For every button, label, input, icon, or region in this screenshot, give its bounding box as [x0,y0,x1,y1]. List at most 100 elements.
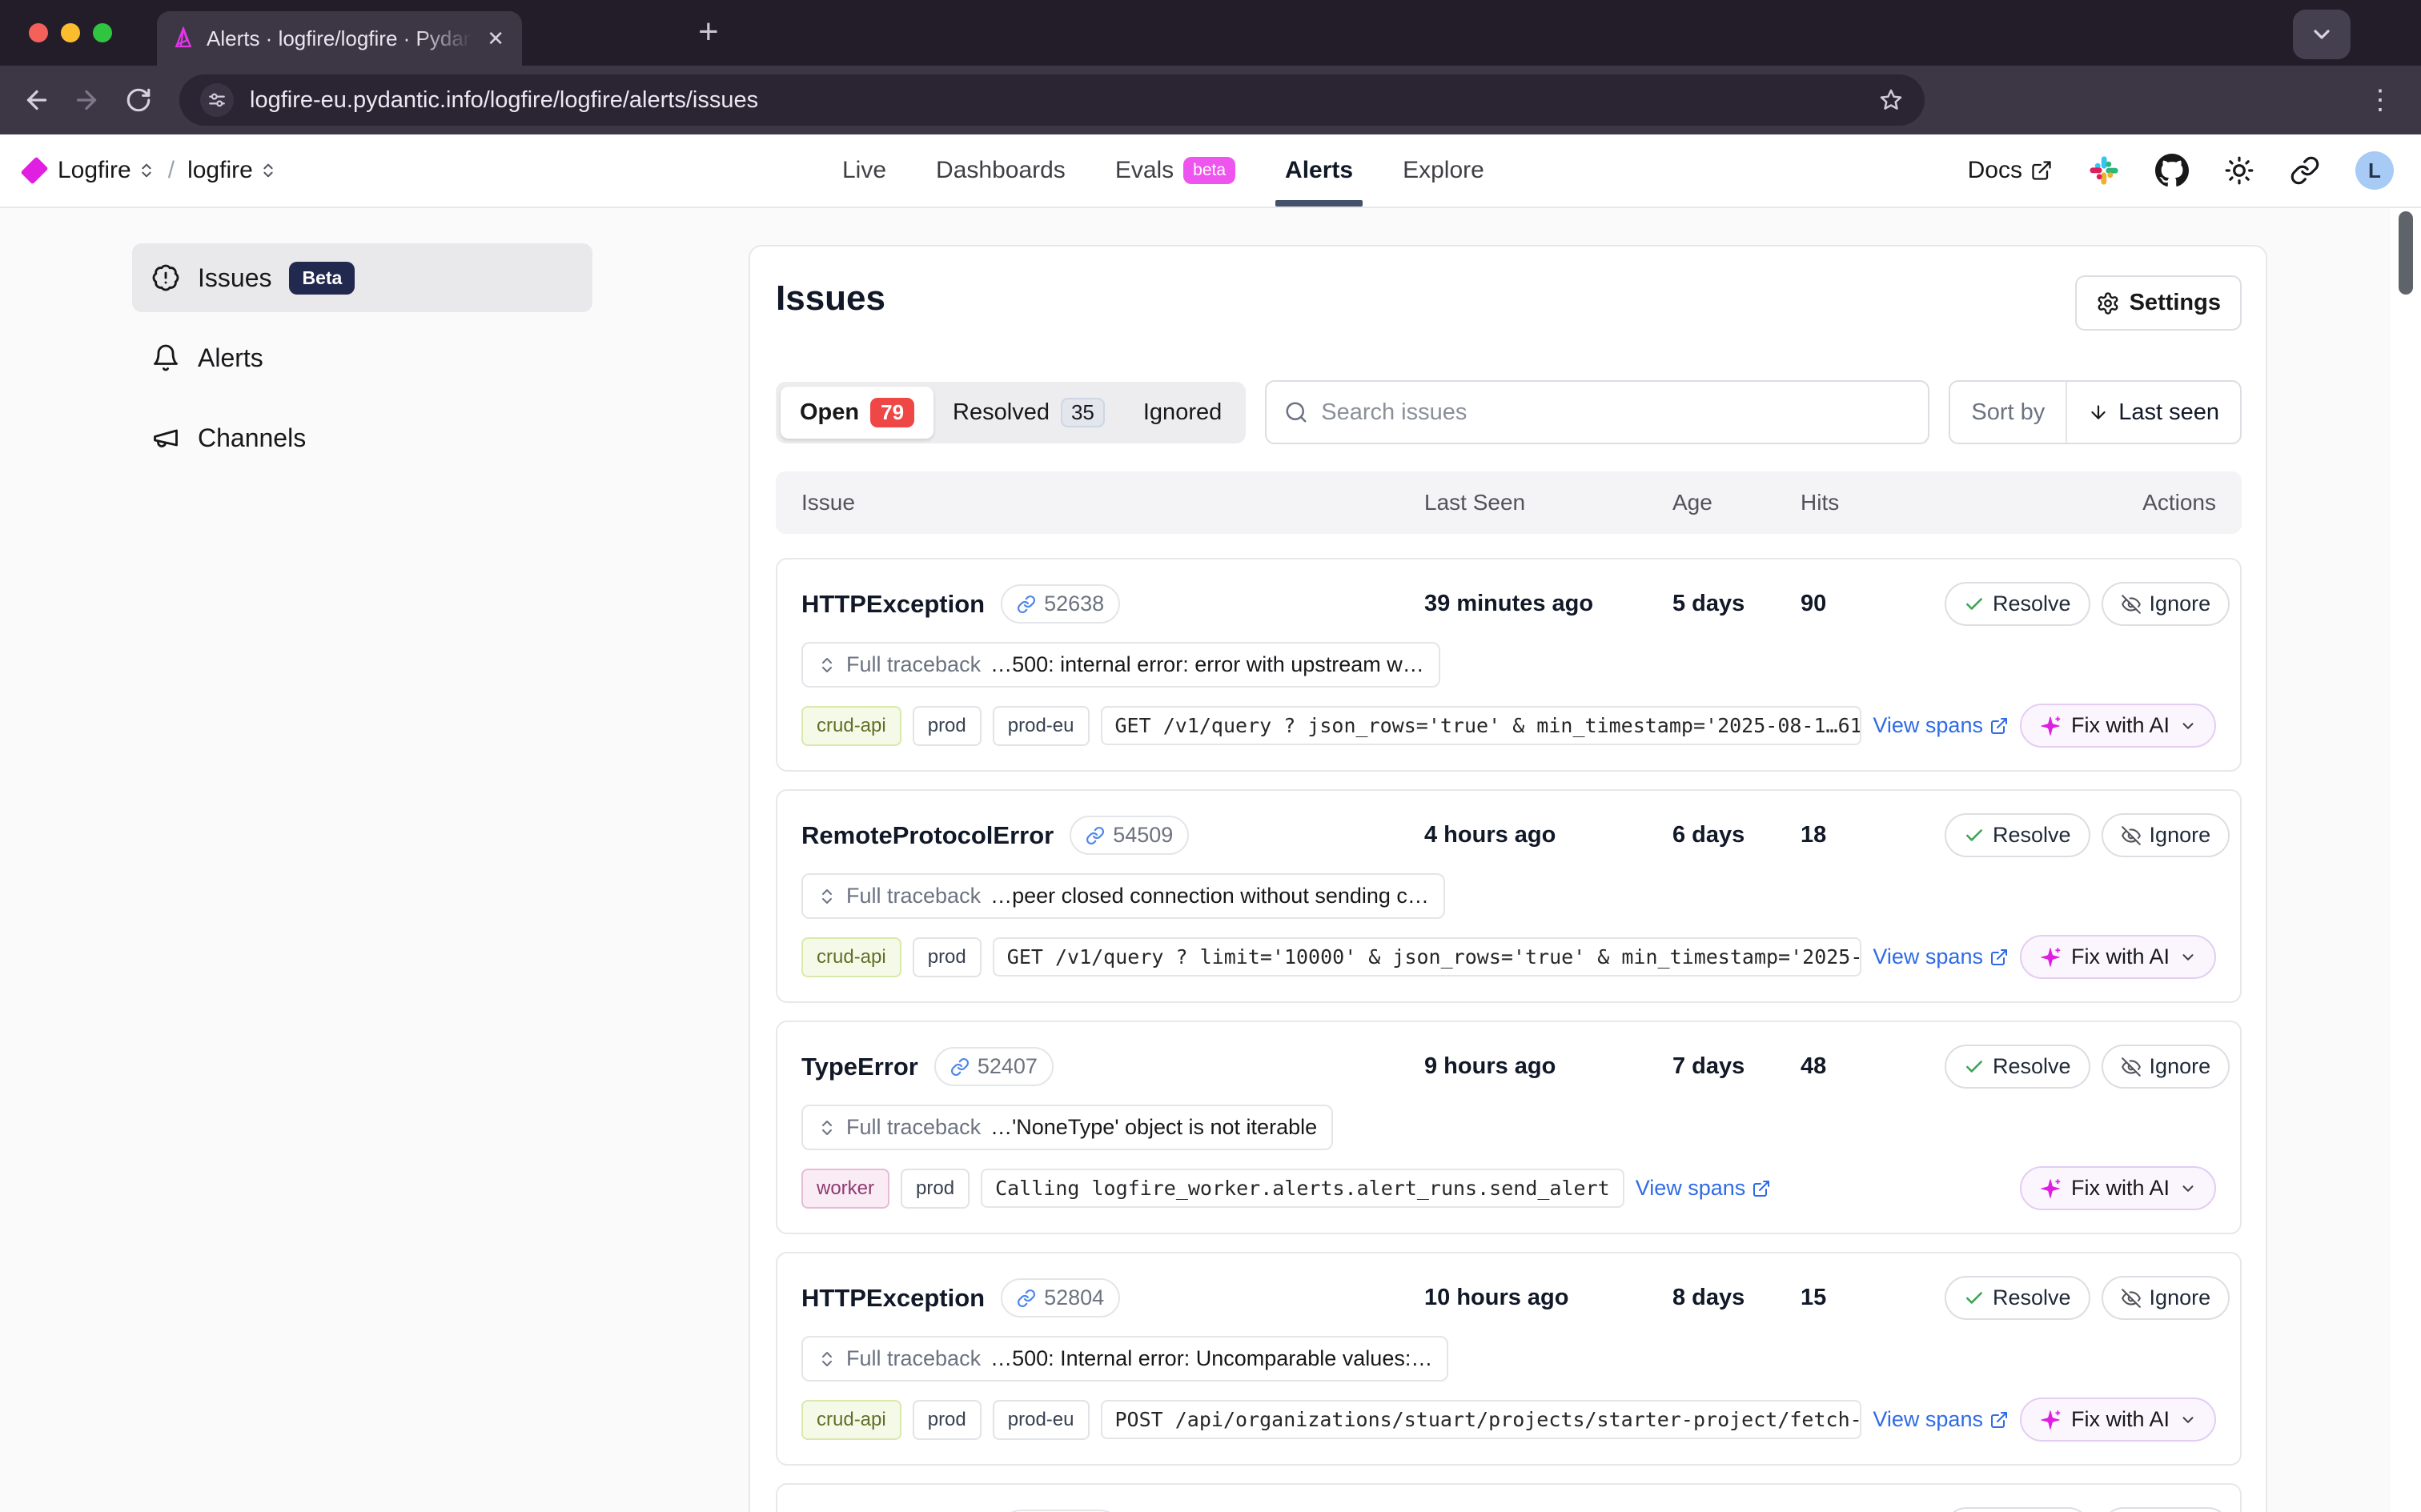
user-avatar[interactable]: L [2355,151,2394,190]
minimize-window-button[interactable] [61,23,80,42]
issue-id-link[interactable]: 52638 [1001,584,1121,624]
issue-id: 54509 [1113,823,1174,847]
chevron-down-icon [2179,949,2197,966]
browser-menu-icon[interactable]: ⋮ [2367,85,2394,115]
tab-search-chevron-icon[interactable] [2293,10,2351,59]
back-icon[interactable] [22,86,51,114]
eye-off-icon [2121,1288,2142,1309]
issue-id-link[interactable]: 52804 [1001,1278,1121,1317]
traceback-message: …'NoneType' object is not iterable [990,1115,1318,1139]
nav-explore[interactable]: Explore [1403,157,1484,183]
issue-age: 6 days [1672,822,1745,848]
sort-control: Sort by Last seen [1949,380,2242,444]
resolve-button[interactable]: Resolve [1945,1276,2090,1320]
nav-alerts[interactable]: Alerts [1275,134,1363,207]
org-selector[interactable]: Logfire [58,157,155,184]
close-window-button[interactable] [29,23,48,42]
project-selector[interactable]: logfire [187,157,277,184]
ignore-button[interactable]: Ignore [2101,1276,2230,1320]
chevrons-up-down-icon [138,162,155,179]
resolve-button[interactable]: Resolve [1945,1507,2090,1512]
nav-live[interactable]: Live [842,157,887,183]
badge-alert-icon [151,263,180,292]
docs-link[interactable]: Docs [1968,157,2053,184]
external-link-icon [1990,949,2007,965]
bookmark-star-icon[interactable] [1878,87,1904,113]
reload-icon[interactable] [125,86,152,114]
scrollbar-track[interactable] [2391,208,2421,1512]
chevrons-up-down-icon [259,162,277,179]
issue-id-link[interactable]: 54509 [1070,816,1190,855]
window-controls [29,23,112,42]
view-spans-link[interactable]: View spans [1873,944,2009,969]
new-tab-button[interactable]: + [698,12,719,51]
traceback-message: …500: internal error: error with upstrea… [990,652,1424,676]
bell-icon [151,343,180,372]
traceback-chip[interactable]: Full traceback …peer closed connection w… [801,873,1445,919]
chevron-down-icon [2179,1180,2197,1197]
site-settings-icon[interactable] [200,83,234,117]
url-text[interactable]: logfire-eu.pydantic.info/logfire/logfire… [250,86,759,113]
filter-open[interactable]: Open 79 [781,386,934,439]
ignore-button[interactable]: Ignore [2101,1507,2230,1512]
page-title: Issues [776,279,885,318]
issues-list: HTTPException 52638 39 minutes ago 5 day… [776,558,2242,1512]
nav-dashboards[interactable]: Dashboards [936,157,1066,183]
filter-resolved[interactable]: Resolved 35 [933,387,1124,439]
traceback-chip[interactable]: Full traceback …500: Internal error: Unc… [801,1336,1449,1382]
tab-close-icon[interactable]: ✕ [487,26,504,50]
filter-ignored[interactable]: Ignored [1142,399,1223,425]
nav-evals[interactable]: Evals beta [1115,134,1236,207]
sidebar-item-channels[interactable]: Channels [132,403,592,472]
view-spans-link[interactable]: View spans [1636,1176,1772,1201]
address-bar[interactable]: logfire-eu.pydantic.info/logfire/logfire… [179,74,1925,126]
fix-with-ai-button[interactable]: Fix with AI [2019,935,2216,979]
share-link-icon[interactable] [2290,155,2320,186]
browser-tab[interactable]: Alerts · logfire/logfire · Pydanti ✕ [157,11,522,66]
search-input[interactable] [1321,399,1911,426]
resolve-button[interactable]: Resolve [1945,813,2090,857]
chevron-down-icon [2179,1411,2197,1429]
active-tab-underline [1275,200,1363,207]
sort-value[interactable]: Last seen [2067,399,2240,426]
fix-with-ai-button[interactable]: Fix with AI [2019,1166,2216,1210]
issue-age: 8 days [1672,1285,1745,1310]
external-link-icon [1753,1180,1770,1197]
issue-hits: 15 [1801,1285,1827,1310]
issue-title: HTTPException [801,1283,986,1312]
tag-environment: prod-eu [992,705,1090,746]
forward-icon[interactable] [72,86,101,114]
tag-environment: worker [801,1168,890,1209]
view-spans-link[interactable]: View spans [1873,713,2009,738]
ignore-button[interactable]: Ignore [2101,1045,2230,1089]
issue-id: 52407 [977,1054,1038,1078]
sort-by-label[interactable]: Sort by [1950,382,2068,443]
settings-button[interactable]: Settings [2074,275,2242,331]
view-spans-link[interactable]: View spans [1873,1407,2009,1432]
eye-off-icon [2121,825,2142,846]
sidebar-item-alerts[interactable]: Alerts [132,323,592,392]
issue-hits: 48 [1801,1053,1827,1079]
resolve-button[interactable]: Resolve [1945,582,2090,626]
traceback-message: …500: Internal error: Uncomparable value… [990,1346,1433,1370]
tag-environment: prod [912,1399,982,1440]
zoom-window-button[interactable] [93,23,112,42]
fix-with-ai-button[interactable]: Fix with AI [2019,1398,2216,1442]
issue-id-link[interactable]: 52407 [933,1047,1054,1086]
browser-toolbar: logfire-eu.pydantic.info/logfire/logfire… [0,66,2421,134]
slack-icon[interactable] [2088,154,2120,186]
issues-beta-badge: Beta [289,261,355,295]
theme-sun-icon[interactable] [2224,155,2254,186]
github-icon[interactable] [2155,154,2189,187]
traceback-message: …peer closed connection without sending … [990,884,1429,908]
traceback-chip[interactable]: Full traceback …500: internal error: err… [801,642,1440,688]
fix-with-ai-button[interactable]: Fix with AI [2019,704,2216,748]
ignore-button[interactable]: Ignore [2101,582,2230,626]
traceback-chip[interactable]: Full traceback …'NoneType' object is not… [801,1105,1334,1150]
resolve-button[interactable]: Resolve [1945,1045,2090,1089]
ignore-button[interactable]: Ignore [2101,813,2230,857]
sidebar-item-issues[interactable]: Issues Beta [132,243,592,312]
tag-environment: crud-api [801,1399,901,1440]
search-box[interactable] [1265,380,1930,444]
scrollbar-thumb[interactable] [2399,211,2413,295]
